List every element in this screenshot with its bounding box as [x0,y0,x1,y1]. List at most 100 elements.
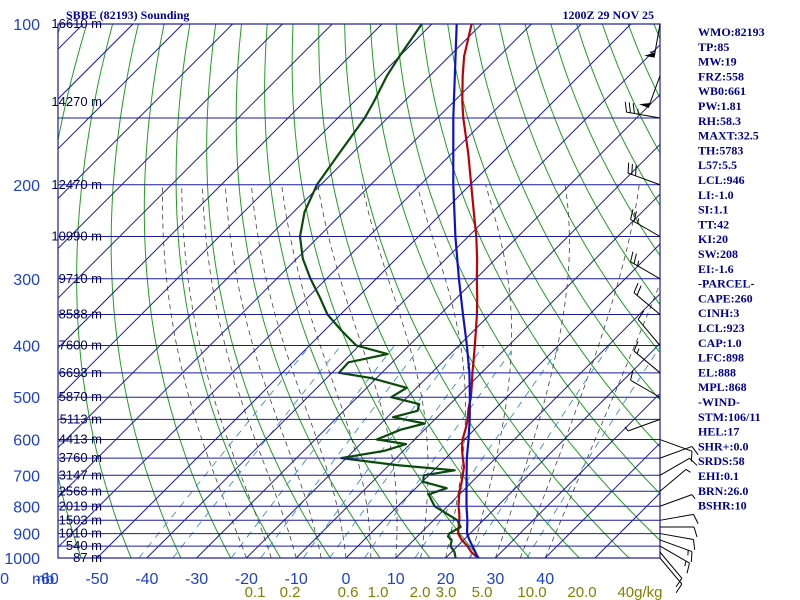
wind-barb-flag [633,211,637,222]
temperature-tick-label: 40 [536,571,554,588]
index-item: SI:1.1 [698,203,728,217]
height-label: 3147 m [59,467,102,482]
isotherm [58,24,482,449]
temperature-tick-label: -50 [85,571,108,588]
wind-barb [624,418,661,432]
index-item: SW:208 [698,247,738,261]
height-label: 3760 m [59,450,102,465]
height-label: 10990 m [51,228,102,243]
height-label: 7600 m [59,338,102,353]
pressure-tick-label: 1000 [4,551,40,568]
wind-barb [630,209,661,237]
height-label: 12470 m [51,177,102,192]
wind-barb-shaft [659,445,693,459]
wind-barb [659,445,699,459]
pressure-tick-label: 600 [13,433,40,450]
index-item: LCL:923 [698,321,745,335]
wind-barbs [624,23,699,594]
isotherm [58,24,532,499]
wind-barb-half-flag [636,348,640,354]
pressure-tick-label: 700 [13,468,40,485]
isotherm [58,24,582,548]
isotherm [58,24,283,250]
index-item: SRDS:58 [698,454,745,468]
wind-barb-shaft [630,219,661,237]
pressure-tick-label: 500 [13,390,40,407]
wind-barb-shaft [659,439,693,452]
mixing-ratio-label: 1.0 [368,584,389,600]
wind-barb [659,457,698,476]
wind-barb [660,526,698,538]
wind-barb-shaft [630,261,661,280]
wind-barb-shaft [659,533,694,540]
mixing-ratio-label: 0.1 [245,584,266,600]
wind-barb-shaft [626,111,661,119]
wind-barb [633,341,661,374]
isotherm [246,143,660,558]
isotherm [58,24,383,349]
wind-barb-flag [635,165,637,176]
index-item: CAPE:260 [698,291,753,305]
index-item: BSHR:10 [698,499,747,513]
wind-barb-shaft [659,457,690,476]
index-item: MAXT:32.5 [698,129,759,143]
temperature-tick-label: 10 [387,571,405,588]
mixing-ratio-label: 0.6 [338,584,359,600]
wind-barb-flag [693,514,699,524]
temperature-tick-label: -20 [235,571,258,588]
chart-title: SBBE (82193) Sounding [66,8,189,22]
index-item: BRN:26.0 [698,484,748,498]
wind-barb-pennant [644,52,655,58]
index-item: STM:106/11 [698,410,761,424]
wind-barb-flag [686,562,690,574]
index-item: WB0:661 [698,84,746,98]
axes: 1002003004005006007008009001000mb-80-70-… [0,16,663,600]
wind-barb-shaft [633,350,661,374]
index-item: TP:85 [698,40,729,54]
wind-barb-shaft [659,513,694,521]
wind-barb-flag [632,103,635,114]
mixing-ratio-label: 20.0 [567,584,596,600]
wind-barb-flag [637,310,645,320]
isotherm [544,442,660,558]
index-item: EL:888 [698,365,736,379]
index-item: MPL:868 [698,380,747,394]
index-item: FRZ:558 [698,69,744,83]
pressure-unit-label: mb [32,571,54,588]
index-item: HEL:17 [698,425,739,439]
wind-barb-half-flag [684,560,687,567]
wind-barb-half-flag [649,51,656,53]
wind-barb-flag [691,446,699,456]
height-label: 9710 m [59,271,102,286]
wind-barb-flag [633,341,639,352]
wind-barb-shaft [627,418,661,432]
chart-time: 1200Z 29 NOV 25 [563,8,654,22]
index-item: EHI:0.1 [698,469,739,483]
index-item: RH:58.3 [698,114,741,128]
wind-barb [659,439,693,462]
isotherm [58,24,333,299]
pressure-tick-label: 900 [13,527,40,544]
temperature-line [457,24,479,558]
wind-barb-flag [689,457,698,466]
wind-barb [659,494,696,507]
isotherm [196,93,660,558]
wind-barb-flag [630,369,634,381]
wind-barb-shaft [630,379,661,398]
isotherm [495,392,660,558]
wind-barb-shaft [647,75,661,108]
wind-barb [644,23,661,58]
wind-barb-flag [630,209,634,220]
index-item: LCL:946 [698,173,745,187]
moist-adiabat [251,184,347,558]
wind-barb-half-flag [624,426,629,432]
temperature-tick-label: -60 [36,571,59,588]
wind-barb [637,310,661,346]
wind-barb-shaft [627,172,661,186]
height-label: 5113 m [60,411,102,426]
height-label: 1010 m [59,526,102,541]
index-item: MW:19 [698,55,737,69]
wind-barb-flag [636,285,642,296]
